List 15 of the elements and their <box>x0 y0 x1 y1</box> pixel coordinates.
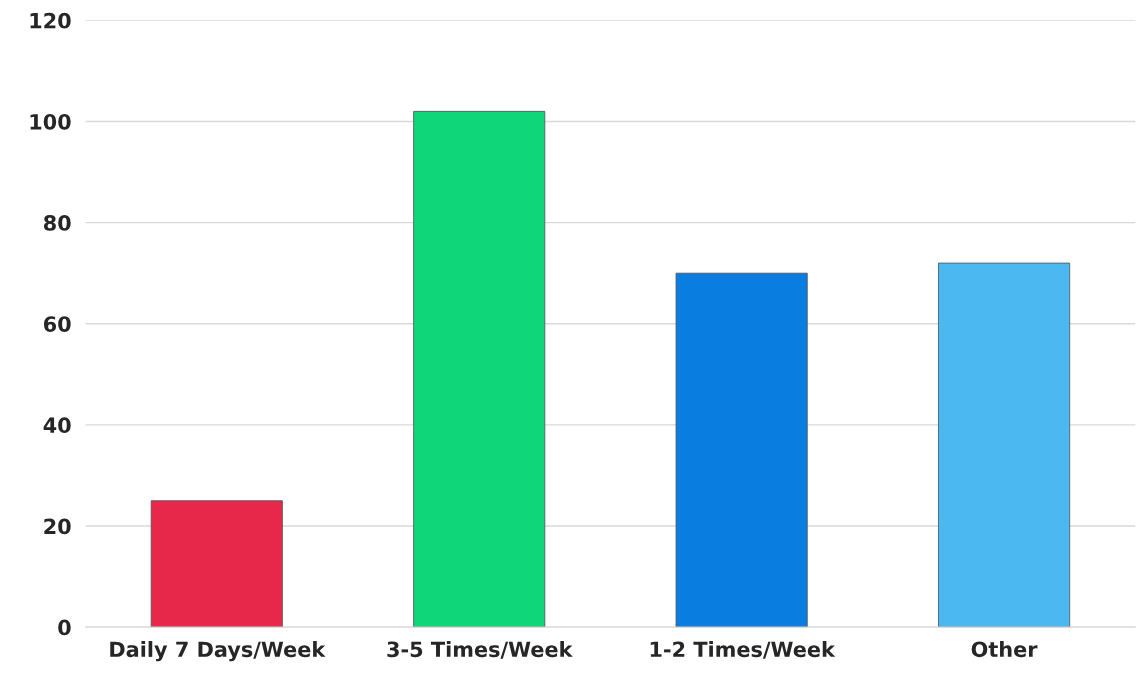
y-tick-label: 80 <box>43 215 71 231</box>
y-tick-label: 20 <box>44 518 71 535</box>
bar <box>938 262 1071 628</box>
y-tick-label: 40 <box>43 417 71 434</box>
x-tick-label: Other <box>971 641 1038 658</box>
x-tick-label: 1-2 Times/Week <box>650 641 836 659</box>
bar <box>413 110 546 628</box>
y-tick-label: 120 <box>30 12 71 29</box>
bar <box>150 500 283 628</box>
y-tick-label: 0 <box>58 619 71 636</box>
x-tick-label: 3-5 Times/Week <box>387 641 573 659</box>
bar <box>675 272 808 628</box>
x-tick-label: Daily 7 Days/Week <box>110 641 326 662</box>
y-tick-label: 100 <box>30 113 71 130</box>
y-tick-label: 60 <box>43 316 71 332</box>
